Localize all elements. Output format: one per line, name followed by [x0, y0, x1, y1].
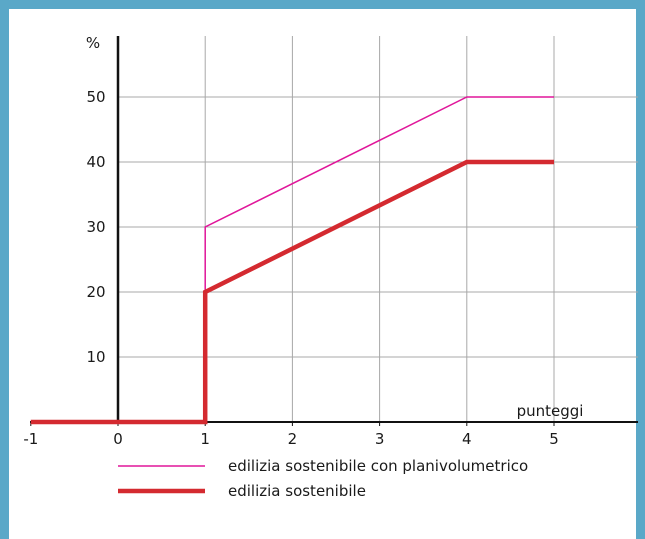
x-tick-label: 3	[375, 430, 385, 448]
x-tick-label: 0	[113, 430, 123, 448]
x-tick-label: 4	[462, 430, 472, 448]
y-tick-label: 10	[86, 348, 105, 366]
x-tick-label: 1	[200, 430, 210, 448]
x-tick-label: 2	[288, 430, 298, 448]
y-tick-label: 30	[86, 218, 105, 236]
y-tick-label: 40	[86, 153, 105, 171]
series-line-2	[30, 159, 554, 425]
legend-label-2: edilizia sostenibile	[228, 482, 366, 500]
x-tick-label: -1	[23, 430, 38, 448]
legend-label-1: edilizia sostenibile con planivolumetric…	[228, 457, 528, 475]
x-tick-label: 5	[549, 430, 559, 448]
y-tick-label: 20	[86, 283, 105, 301]
y-tick-label: 50	[86, 88, 105, 106]
y-axis-label: %	[86, 34, 100, 52]
x-axis-label: punteggi	[517, 402, 584, 420]
